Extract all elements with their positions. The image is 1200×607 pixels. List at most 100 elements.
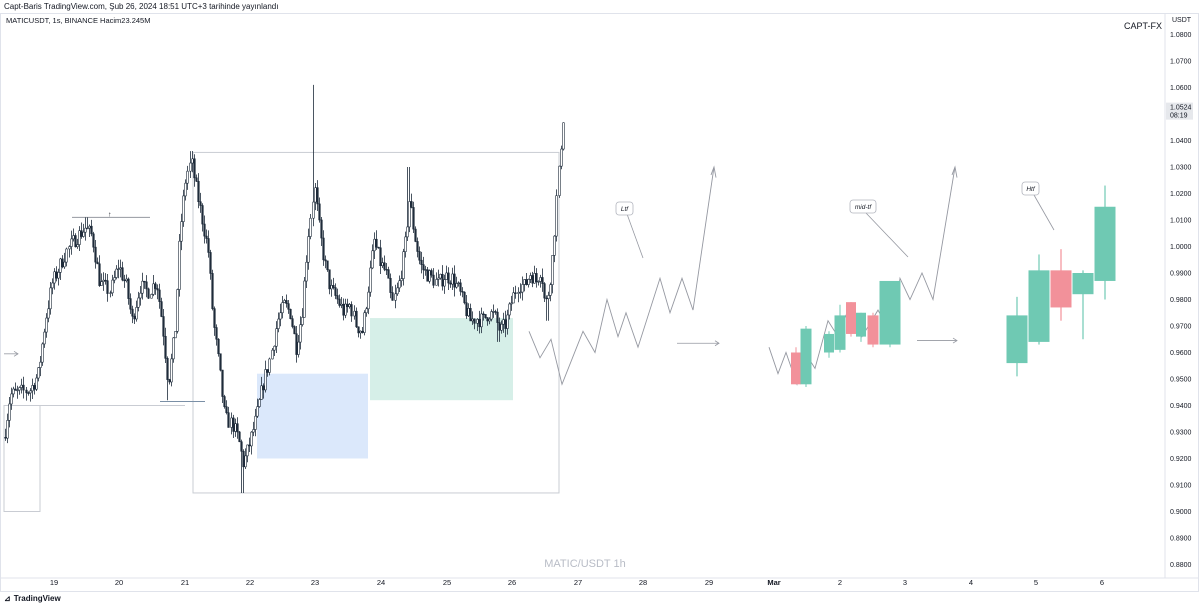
price-candle — [324, 255, 327, 269]
candle-body — [205, 235, 208, 239]
candle-body — [498, 322, 501, 331]
mid-candle-body — [791, 352, 801, 385]
candle-body — [96, 261, 99, 265]
candle-body — [371, 250, 374, 269]
candle-body — [408, 201, 411, 228]
mid-tf-candle — [800, 326, 812, 387]
price-candle — [410, 193, 413, 209]
price-candle — [389, 273, 392, 299]
y-tick-label: 1.0200 — [1170, 191, 1192, 198]
price-candle — [264, 360, 267, 393]
price-candle — [373, 232, 376, 260]
candle-body — [256, 406, 259, 417]
price-candle — [346, 298, 349, 313]
candle-body — [82, 231, 85, 237]
price-candle — [340, 297, 343, 309]
price-candle — [379, 239, 382, 275]
price-candle — [96, 257, 99, 265]
price-candle — [160, 297, 163, 318]
tradingview-logo[interactable]: ⊿ TradingView — [4, 594, 61, 603]
candle-body — [336, 295, 339, 300]
price-candle — [213, 306, 216, 336]
candle-body — [49, 287, 52, 310]
price-candle — [209, 249, 212, 280]
candle-body — [14, 388, 17, 391]
candle-body — [439, 273, 442, 279]
candle-body — [353, 310, 356, 317]
candle-body — [400, 278, 403, 282]
price-candle — [102, 272, 105, 291]
candle-body — [523, 279, 526, 285]
candle-body — [512, 292, 515, 304]
price-candle — [203, 215, 206, 244]
note-ltf-leader — [626, 213, 644, 259]
candle-body — [332, 285, 335, 288]
price-candle — [367, 286, 370, 315]
price-candle — [406, 167, 409, 242]
price-candle — [131, 305, 134, 324]
candle-body — [500, 323, 503, 331]
left-range-box — [3, 405, 41, 512]
candle-body — [236, 423, 239, 433]
price-candle — [166, 356, 169, 401]
price-candle — [94, 240, 97, 269]
price-candle — [523, 278, 526, 292]
y-tick-label: 0.9000 — [1170, 509, 1192, 516]
x-tick-label: 29 — [705, 578, 713, 587]
price-candle — [37, 367, 40, 382]
price-candle — [232, 414, 235, 439]
x-tick-label: 21 — [181, 578, 189, 587]
candle-body — [279, 312, 282, 320]
candle-body — [394, 293, 397, 301]
candle-body — [428, 270, 431, 282]
price-candle — [394, 284, 397, 309]
candle-body — [410, 201, 413, 208]
price-candle — [529, 272, 532, 283]
candle-body — [266, 369, 269, 373]
price-candle — [20, 378, 23, 394]
candle-body — [484, 314, 487, 318]
candle-body — [16, 389, 19, 392]
candle-body — [291, 318, 294, 327]
candle-body — [119, 267, 122, 270]
candle-body — [422, 264, 425, 271]
arrow-ltf-to-mid-head — [714, 340, 720, 347]
price-candle — [545, 295, 548, 321]
price-candle — [65, 247, 68, 267]
candle-body — [549, 284, 552, 296]
price-candle — [262, 383, 265, 399]
price-candle — [156, 284, 159, 300]
candle-body — [447, 272, 450, 284]
x-tick-label: 6 — [1100, 578, 1104, 587]
candle-body — [502, 319, 505, 325]
candle-body — [113, 277, 116, 281]
candle-body — [156, 288, 159, 291]
x-tick-label: 19 — [50, 578, 58, 587]
note-htf-text: Htf — [1026, 186, 1036, 193]
price-candle — [412, 201, 415, 234]
candle-body — [22, 384, 25, 391]
last-price-countdown: 08:19 — [1170, 113, 1188, 120]
last-price-bg — [1166, 102, 1193, 120]
price-candle — [363, 310, 366, 336]
candle-body — [29, 390, 32, 394]
price-candle — [10, 387, 13, 410]
candle-body — [414, 228, 417, 242]
price-candle — [90, 219, 93, 237]
price-candle — [12, 386, 15, 398]
htf-candle-body — [1050, 270, 1072, 308]
candle-body — [461, 291, 464, 293]
candle-body — [416, 241, 419, 252]
candle-body — [488, 318, 491, 322]
candle-body — [287, 303, 290, 310]
candle-body — [320, 219, 323, 239]
candle-body — [385, 269, 388, 271]
candle-body — [424, 269, 427, 271]
price-candle — [560, 145, 563, 170]
mid-tf-candle — [867, 312, 879, 348]
price-candle — [147, 287, 150, 299]
price-candle — [199, 192, 202, 213]
price-candle — [41, 342, 44, 366]
candle-body — [209, 252, 212, 274]
